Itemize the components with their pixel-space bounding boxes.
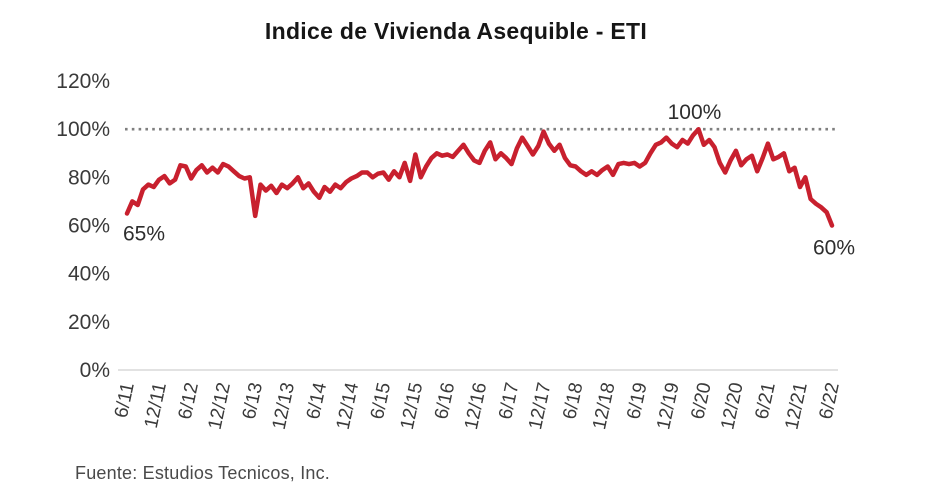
x-axis-label: 6/11 <box>111 381 139 420</box>
x-axis-label: 12/13 <box>269 381 299 432</box>
x-axis-label: 12/12 <box>205 381 235 432</box>
x-axis-label: 6/13 <box>239 381 267 422</box>
eti-series-line <box>124 126 835 228</box>
y-axis-label: 0% <box>80 359 110 382</box>
x-axis-label: 12/19 <box>653 381 683 432</box>
x-axis-label: 6/15 <box>367 381 395 422</box>
y-axis-label: 60% <box>68 215 110 238</box>
x-axis-label: 6/22 <box>816 381 844 422</box>
chart-source-note: Fuente: Estudios Tecnicos, Inc. <box>75 463 331 483</box>
x-axis-label: 12/14 <box>333 380 364 431</box>
x-axis-label: 12/21 <box>781 381 811 432</box>
y-axis-label: 20% <box>68 311 110 334</box>
x-axis-label: 6/17 <box>495 381 523 422</box>
x-axis-label: 6/14 <box>303 380 331 421</box>
chart-title: Indice de Vivienda Asequible - ETI <box>264 18 648 44</box>
y-axis-label: 40% <box>68 263 110 286</box>
x-axis-label: 12/15 <box>397 381 427 432</box>
x-axis-label: 12/16 <box>461 381 491 432</box>
data-label-60pct: 60% <box>813 237 855 260</box>
data-label-100pct: 100% <box>668 101 722 124</box>
data-label-65pct: 65% <box>123 222 165 245</box>
x-axis-label: 12/11 <box>141 381 171 430</box>
y-axis-label: 100% <box>56 118 110 141</box>
x-axis-label: 6/21 <box>752 381 780 422</box>
x-axis-label: 6/20 <box>687 381 715 422</box>
x-axis-label: 6/18 <box>559 381 587 422</box>
x-axis-label: 12/18 <box>589 381 619 432</box>
x-axis-label: 6/16 <box>431 381 459 422</box>
x-axis-label: 6/19 <box>623 381 651 422</box>
x-axis-label: 12/17 <box>525 381 555 432</box>
y-axis-label: 80% <box>68 166 110 189</box>
y-axis-label: 120% <box>56 70 110 93</box>
x-axis-label: 12/20 <box>717 381 747 432</box>
x-axis-label: 6/12 <box>175 381 203 422</box>
